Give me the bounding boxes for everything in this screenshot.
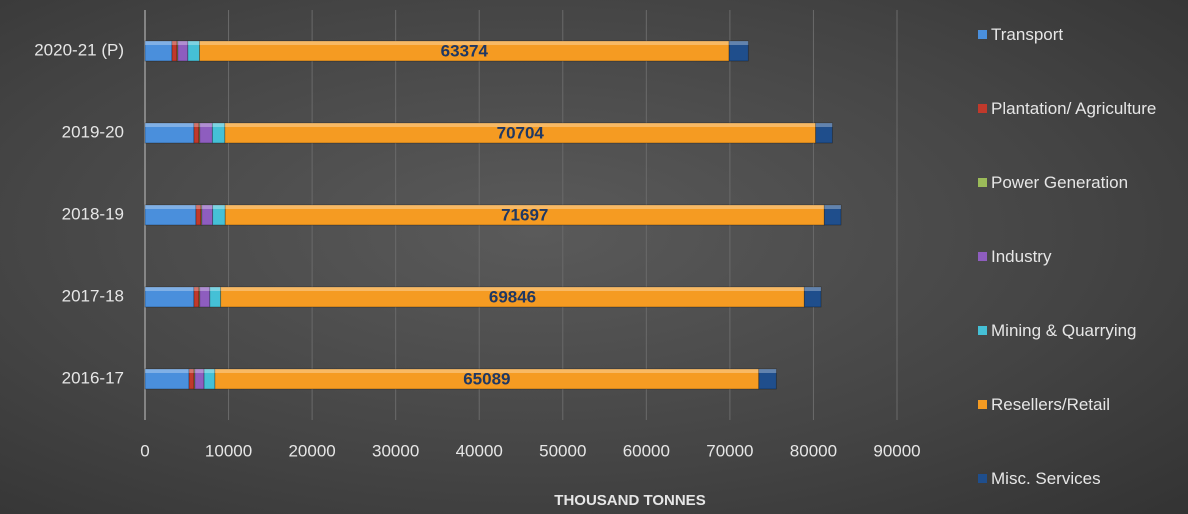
legend-label: Power Generation — [991, 173, 1129, 192]
legend-label: Resellers/Retail — [991, 395, 1111, 414]
legend-label: Transport — [991, 25, 1064, 44]
y-tick-label: 2018-19 — [62, 204, 124, 223]
y-tick-label: 2017-18 — [62, 286, 124, 305]
bar-highlight — [177, 41, 178, 45]
bar-segment — [815, 122, 833, 144]
x-tick-label: 30000 — [372, 441, 419, 460]
y-tick-label: 2020-21 (P) — [34, 40, 124, 59]
bar-highlight — [145, 369, 190, 373]
bar-highlight — [145, 287, 194, 291]
bar-segment — [199, 122, 213, 144]
bar-highlight — [804, 287, 822, 291]
bar-highlight — [824, 205, 841, 209]
bar-segment — [823, 204, 842, 226]
plot: THOUSAND TONNES 0 10000 20000 30000 40000 500… — [34, 10, 921, 509]
legend-label: Mining & Quarrying — [991, 321, 1137, 340]
bar-highlight — [199, 287, 210, 291]
legend-swatch — [978, 30, 987, 39]
legend-label: Misc. Services — [991, 469, 1101, 488]
bar-highlight — [204, 369, 215, 373]
legend-label: Plantation/ Agriculture — [991, 99, 1157, 118]
legend-swatch — [978, 474, 987, 483]
legend-swatch — [978, 400, 987, 409]
x-tick-label: 70000 — [706, 441, 753, 460]
bar-highlight — [209, 287, 221, 291]
bar-segment — [758, 368, 777, 390]
legend-swatch — [978, 252, 987, 261]
bar-segment — [224, 122, 817, 144]
data-label: 65089 — [463, 369, 510, 388]
data-label: 63374 — [441, 41, 489, 60]
bar-highlight — [145, 205, 196, 209]
legend-item: Misc. Services — [978, 466, 1101, 492]
bar-highlight — [220, 287, 805, 291]
data-label: 69846 — [489, 287, 536, 306]
x-tick-label: 10000 — [205, 441, 252, 460]
legend-item: Plantation/ Agriculture — [978, 96, 1156, 122]
bar-highlight — [145, 41, 172, 45]
legend-swatch — [978, 326, 987, 335]
bar-highlight — [201, 205, 213, 209]
legend-swatch — [978, 178, 987, 187]
y-tick-label: 2016-17 — [62, 368, 124, 387]
bar-highlight — [145, 123, 194, 127]
x-tick-label: 40000 — [456, 441, 503, 460]
bar-highlight — [199, 41, 730, 45]
legend-item: Resellers/Retail — [978, 392, 1110, 418]
bar-highlight — [200, 205, 202, 209]
bar-highlight — [194, 369, 205, 373]
bar-highlight — [199, 123, 213, 127]
x-tick-label: 0 — [140, 441, 149, 460]
bar-segment — [728, 40, 749, 62]
bar-highlight — [189, 369, 195, 373]
bar-highlight — [193, 287, 199, 291]
bar-highlight — [194, 369, 195, 373]
bar-highlight — [212, 205, 226, 209]
bar-highlight — [225, 205, 825, 209]
x-tick-label: 80000 — [790, 441, 837, 460]
bar-highlight — [177, 41, 188, 45]
x-tick-label: 50000 — [539, 441, 586, 460]
bar-highlight — [193, 123, 199, 127]
x-axis-title: THOUSAND TONNES — [554, 492, 705, 509]
bar-segment — [224, 204, 825, 226]
bar-highlight — [187, 41, 200, 45]
data-label: 70704 — [497, 123, 545, 142]
x-tick-label: 90000 — [873, 441, 920, 460]
legend-item: Mining & Quarrying — [978, 318, 1137, 344]
bar-segment — [803, 286, 822, 308]
bar-highlight — [171, 41, 178, 45]
bar-highlight — [758, 369, 777, 373]
data-label: 71697 — [501, 205, 548, 224]
legend-item: Power Generation — [978, 170, 1128, 196]
legend-label: Industry — [991, 247, 1052, 266]
legend-item: Transport — [978, 22, 1063, 48]
bar-segment — [212, 204, 226, 226]
bar-highlight — [198, 287, 200, 291]
y-tick-label: 2019-20 — [62, 122, 124, 141]
bar-highlight — [224, 123, 816, 127]
bar-highlight — [212, 123, 225, 127]
legend-item: Industry — [978, 244, 1051, 270]
x-tick-label: 20000 — [288, 441, 335, 460]
bar-highlight — [729, 41, 749, 45]
bar-highlight — [198, 123, 200, 127]
legend-swatch — [978, 104, 987, 113]
bar-highlight — [195, 205, 201, 209]
bar-highlight — [815, 123, 833, 127]
bar-highlight — [214, 369, 759, 373]
x-tick-label: 60000 — [623, 441, 670, 460]
